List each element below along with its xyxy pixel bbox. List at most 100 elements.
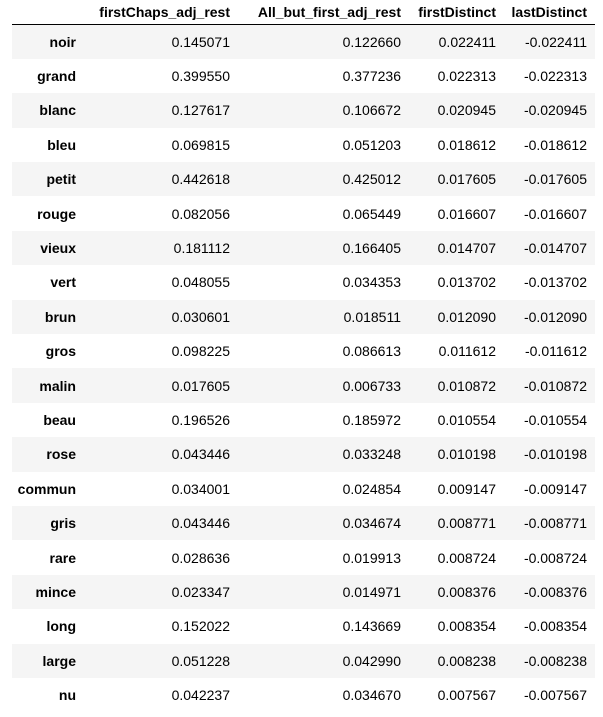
row-index-label: gris [50, 515, 76, 532]
dataframe-table: firstChaps_adj_rest All_but_first_adj_re… [12, 0, 595, 712]
table-cell: 0.034670 [342, 687, 401, 704]
table-cell: 0.051203 [342, 136, 401, 153]
table-cell: 0.399550 [171, 68, 230, 85]
table-cell: 0.181112 [173, 240, 230, 257]
table-cell: 0.030601 [171, 308, 230, 325]
table-cell: -0.010554 [523, 411, 587, 428]
table-cell: 0.069815 [171, 136, 230, 153]
table-row: beau 0.196526 0.185972 0.010554 -0.010554 [12, 403, 595, 437]
table-cell: -0.010872 [523, 377, 587, 394]
table-row: blanc 0.127617 0.106672 0.020945 -0.020945 [12, 93, 595, 128]
table-cell: 0.022411 [438, 33, 496, 50]
row-index-label: nu [58, 687, 76, 704]
table-cell: 0.019913 [342, 549, 401, 566]
table-cell: 0.010554 [437, 411, 496, 428]
table-cell: 0.043446 [171, 515, 230, 532]
table-cell: 0.043446 [171, 446, 230, 463]
table-cell: 0.082056 [171, 205, 230, 222]
row-index-label: noir [49, 33, 76, 50]
row-index-label: rose [46, 446, 76, 463]
table-cell: 0.442618 [171, 171, 230, 188]
table-cell: -0.008771 [523, 515, 587, 532]
row-index-label: blanc [39, 102, 76, 119]
row-index-label: commun [17, 480, 76, 497]
table-cell: 0.048055 [171, 274, 230, 291]
table-cell: -0.008238 [523, 652, 587, 669]
row-index-label: long [46, 618, 76, 635]
table-cell: 0.106672 [342, 102, 401, 119]
table-cell: -0.010198 [523, 446, 587, 463]
table-cell: 0.007567 [437, 687, 496, 704]
table-cell: 0.008354 [437, 618, 496, 635]
table-cell: 0.008376 [437, 583, 496, 600]
table-row: petit 0.442618 0.425012 0.017605 -0.017605 [12, 162, 595, 197]
table-cell: 0.127617 [171, 102, 230, 119]
table-cell: 0.024854 [342, 480, 401, 497]
table-cell: 0.152022 [171, 618, 230, 635]
table-cell: 0.042237 [171, 687, 230, 704]
table-cell: 0.051228 [171, 652, 230, 669]
row-index-label: rare [49, 549, 76, 566]
table-cell: 0.022313 [437, 68, 496, 85]
table-cell: 0.013702 [437, 274, 496, 291]
table-row: vert 0.048055 0.034353 0.013702 -0.013702 [12, 265, 595, 299]
column-header-lastDistinct: lastDistinct [511, 4, 587, 20]
table-cell: 0.011612 [438, 343, 496, 360]
table-cell: -0.009147 [523, 480, 587, 497]
table-cell: 0.166405 [342, 240, 401, 257]
table-cell: -0.017605 [523, 171, 587, 188]
table-cell: -0.012090 [523, 308, 587, 325]
table-cell: -0.016607 [523, 205, 587, 222]
table-cell: -0.007567 [523, 687, 587, 704]
table-cell: 0.010872 [437, 377, 496, 394]
table-cell: -0.022313 [523, 68, 587, 85]
table-cell: 0.017605 [171, 377, 230, 394]
row-index-label: rouge [37, 205, 76, 222]
table-cell: 0.020945 [437, 102, 496, 119]
table-cell: -0.008354 [523, 618, 587, 635]
table-cell: -0.011612 [524, 343, 587, 360]
table-row: bleu 0.069815 0.051203 0.018612 -0.018612 [12, 128, 595, 162]
row-index-label: petit [46, 171, 76, 188]
table-cell: 0.098225 [171, 343, 230, 360]
table-cell: 0.034001 [171, 480, 230, 497]
table-cell: -0.018612 [523, 136, 587, 153]
table-cell: 0.018612 [437, 136, 496, 153]
table-row: commun 0.034001 0.024854 0.009147 -0.009147 [12, 472, 595, 506]
table-cell: 0.033248 [342, 446, 401, 463]
table-row: malin 0.017605 0.006733 0.010872 -0.010872 [12, 368, 595, 403]
table-cell: 0.009147 [437, 480, 496, 497]
row-index-label: gros [45, 343, 76, 360]
table-cell: 0.010198 [437, 446, 496, 463]
table-body: noir 0.145071 0.122660 0.022411 -0.022411 gra… [12, 24, 595, 713]
row-index-label: large [42, 652, 76, 669]
table-cell: 0.016607 [437, 205, 496, 222]
row-index-label: beau [43, 411, 76, 428]
table-cell: 0.042990 [342, 652, 401, 669]
table-cell: -0.022411 [524, 33, 587, 50]
table-cell: -0.014707 [523, 240, 587, 257]
table-row: nu 0.042237 0.034670 0.007567 -0.007567 [12, 678, 595, 712]
column-header-firstDistinct: firstDistinct [418, 4, 496, 20]
table-cell: 0.034674 [342, 515, 401, 532]
table-cell: 0.014707 [437, 240, 496, 257]
table-row: large 0.051228 0.042990 0.008238 -0.008238 [12, 643, 595, 678]
table-row: rose 0.043446 0.033248 0.010198 -0.010198 [12, 437, 595, 472]
row-index-label: vieux [40, 240, 76, 257]
row-index-label: grand [37, 68, 76, 85]
table-cell: -0.008724 [523, 549, 587, 566]
row-index-label: bleu [47, 136, 76, 153]
table-cell: 0.377236 [342, 68, 401, 85]
table-cell: 0.023347 [171, 583, 230, 600]
row-index-label: vert [50, 274, 76, 291]
table-cell: 0.008771 [437, 515, 496, 532]
table-cell: -0.008376 [523, 583, 587, 600]
column-header-firstChaps_adj_rest: firstChaps_adj_rest [99, 4, 230, 20]
column-header-All_but_first_adj_rest: All_but_first_adj_rest [257, 4, 401, 20]
table-row: vieux 0.181112 0.166405 0.014707 -0.014707 [12, 230, 595, 266]
row-index-label: brun [44, 308, 76, 325]
table-cell: 0.034353 [342, 274, 401, 291]
table-cell: 0.012090 [437, 308, 496, 325]
table-row: grand 0.399550 0.377236 0.022313 -0.022313 [12, 59, 595, 93]
table-row: mince 0.023347 0.014971 0.008376 -0.008376 [12, 574, 595, 610]
